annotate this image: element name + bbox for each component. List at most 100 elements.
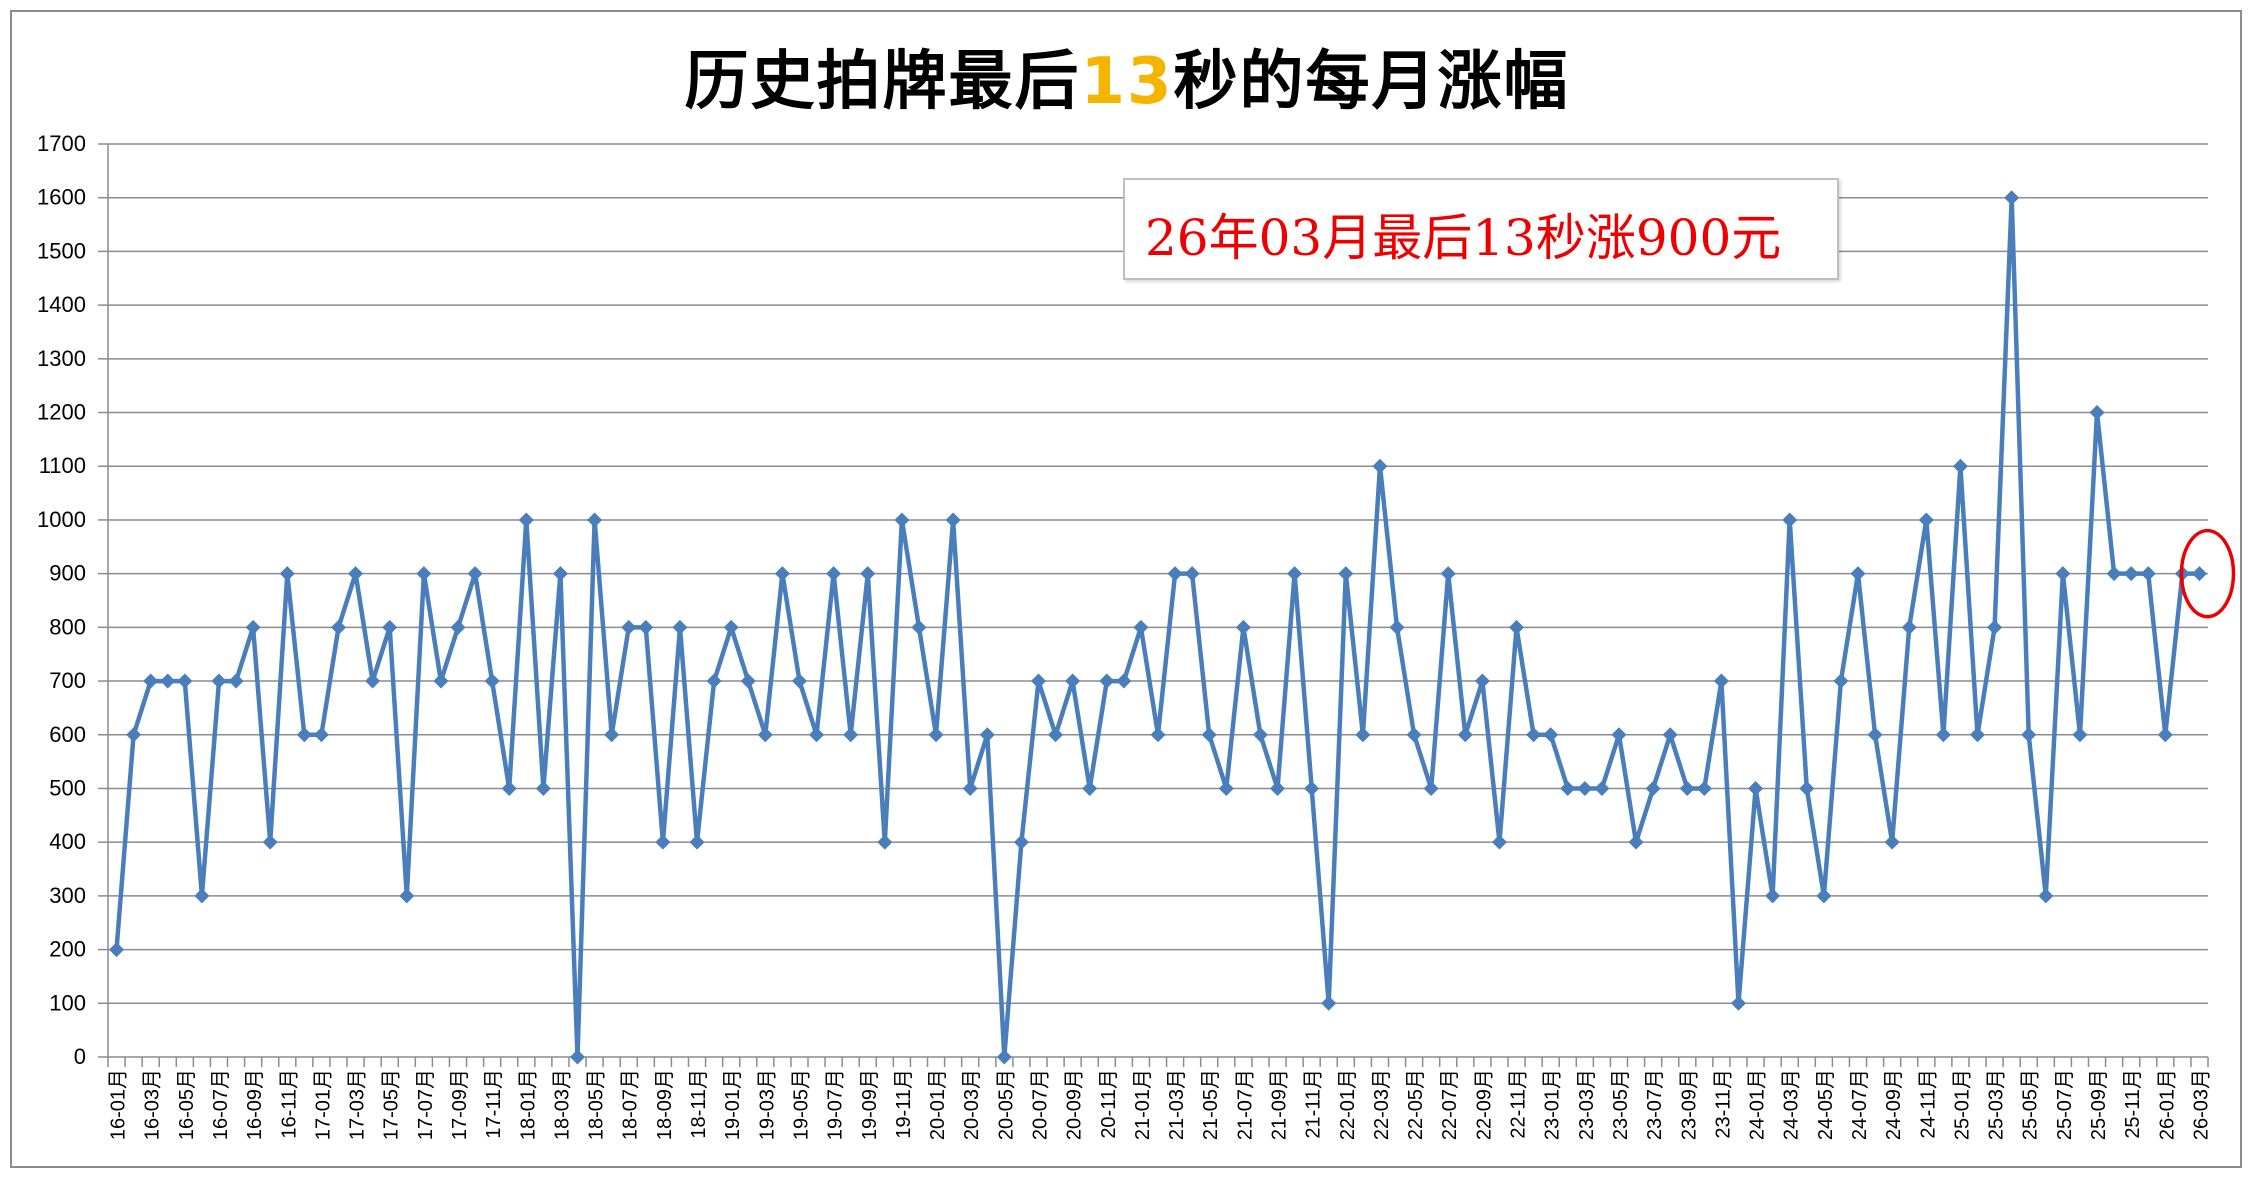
data-point — [1594, 780, 1610, 796]
data-point — [1150, 727, 1166, 743]
y-tick-label: 600 — [49, 722, 86, 747]
x-tick-label: 20-03月 — [961, 1069, 983, 1140]
data-point — [1526, 727, 1542, 743]
data-point — [109, 942, 125, 958]
data-point — [399, 888, 415, 904]
data-point — [1218, 780, 1234, 796]
x-tick-label: 18-11月 — [688, 1069, 710, 1139]
data-point — [160, 673, 176, 689]
data-point — [1474, 673, 1490, 689]
data-point — [877, 834, 893, 850]
x-tick-label: 18-07月 — [620, 1069, 642, 1140]
x-tick-label: 20-09月 — [1064, 1069, 1086, 1140]
data-point — [1406, 727, 1422, 743]
highlight-overlay — [2179, 528, 2236, 619]
data-point — [416, 566, 432, 582]
x-tick-label: 26-03月 — [2190, 1069, 2212, 1140]
x-tick-label: 24-09月 — [1883, 1069, 1905, 1140]
data-point — [911, 619, 927, 635]
x-tick-label: 20-11月 — [1098, 1069, 1120, 1139]
y-tick-label: 1600 — [37, 185, 86, 210]
x-tick-label: 17-09月 — [449, 1069, 471, 1140]
x-tick-label: 22-07月 — [1439, 1069, 1461, 1140]
x-tick-label: 18-05月 — [586, 1069, 608, 1140]
data-point — [689, 834, 705, 850]
data-point — [1457, 727, 1473, 743]
data-point — [894, 512, 910, 528]
y-tick-label: 700 — [49, 668, 86, 693]
title-rest: 秒的每月涨幅 — [1173, 44, 1570, 119]
x-tick-label: 24-05月 — [1815, 1069, 1837, 1140]
data-point — [1884, 834, 1900, 850]
data-point — [2089, 405, 2105, 421]
data-point — [143, 673, 159, 689]
data-point — [518, 512, 534, 528]
data-point — [1048, 727, 1064, 743]
data-point — [1509, 619, 1525, 635]
y-tick-label: 100 — [49, 990, 86, 1015]
data-point — [1543, 727, 1559, 743]
x-tick-label: 17-07月 — [415, 1069, 437, 1140]
x-tick-label: 25-09月 — [2088, 1069, 2110, 1140]
data-point — [348, 566, 364, 582]
y-tick-label: 1100 — [39, 453, 86, 478]
x-tick-label: 25-11月 — [2122, 1069, 2144, 1139]
data-point — [2123, 566, 2139, 582]
data-point — [1338, 566, 1354, 582]
data-point — [552, 566, 568, 582]
data-point — [1577, 780, 1593, 796]
x-tick-label: 25-01月 — [1951, 1069, 1973, 1140]
x-tick-label: 23-03月 — [1576, 1069, 1598, 1140]
x-tick-label: 21-05月 — [1200, 1069, 1222, 1140]
x-tick-label: 24-11月 — [1917, 1069, 1939, 1139]
x-tick-label: 17-11月 — [483, 1069, 505, 1139]
x-tick-label: 19-01月 — [722, 1069, 744, 1140]
data-point — [1952, 458, 1968, 474]
y-tick-label: 200 — [49, 937, 86, 962]
data-point — [740, 673, 756, 689]
data-point — [1611, 727, 1627, 743]
data-point — [330, 619, 346, 635]
y-tick-label: 1500 — [37, 238, 86, 263]
x-tick-label: 24-01月 — [1747, 1069, 1769, 1140]
x-tick-label: 21-07月 — [1234, 1069, 1256, 1140]
x-tick-label: 16-11月 — [278, 1069, 300, 1139]
x-tick-label: 21-09月 — [1269, 1069, 1291, 1140]
x-tick-label: 16-03月 — [142, 1069, 164, 1140]
x-tick-label: 25-05月 — [2020, 1069, 2042, 1140]
x-tick-label: 23-07月 — [1644, 1069, 1666, 1140]
data-point — [296, 727, 312, 743]
data-point — [262, 834, 278, 850]
data-point — [1013, 834, 1029, 850]
data-point — [1799, 780, 1815, 796]
y-tick-label: 0 — [74, 1044, 86, 1069]
x-tick-label: 19-03月 — [756, 1069, 778, 1140]
x-tick-label: 16-09月 — [244, 1069, 266, 1140]
x-tick-label: 19-11月 — [893, 1069, 915, 1139]
data-point — [2191, 566, 2207, 582]
x-tick-label: 20-05月 — [995, 1069, 1017, 1140]
data-point — [843, 727, 859, 743]
data-point — [1201, 727, 1217, 743]
data-point — [1167, 566, 1183, 582]
data-point — [928, 727, 944, 743]
data-point — [501, 780, 517, 796]
y-axis-ticks: 0 100 200 300 400 500 600 700 800 900 1000 1100 1200… — [37, 131, 86, 1069]
data-point — [672, 619, 688, 635]
x-tick-label: 22-09月 — [1473, 1069, 1495, 1140]
data-point — [245, 619, 261, 635]
data-point — [484, 673, 500, 689]
data-point — [826, 566, 842, 582]
data-point — [1372, 458, 1388, 474]
x-tick-label: 19-05月 — [790, 1069, 812, 1140]
title-highlight: 13 — [1080, 45, 1174, 119]
highlight-circle — [2179, 528, 2236, 619]
x-tick-label: 22-01月 — [1337, 1069, 1359, 1140]
data-point — [1628, 834, 1644, 850]
x-tick-label: 18-09月 — [654, 1069, 676, 1140]
data-point — [2140, 566, 2156, 582]
data-point — [587, 512, 603, 528]
data-point — [2038, 888, 2054, 904]
x-tick-label: 16-07月 — [210, 1069, 232, 1140]
data-point — [1918, 512, 1934, 528]
